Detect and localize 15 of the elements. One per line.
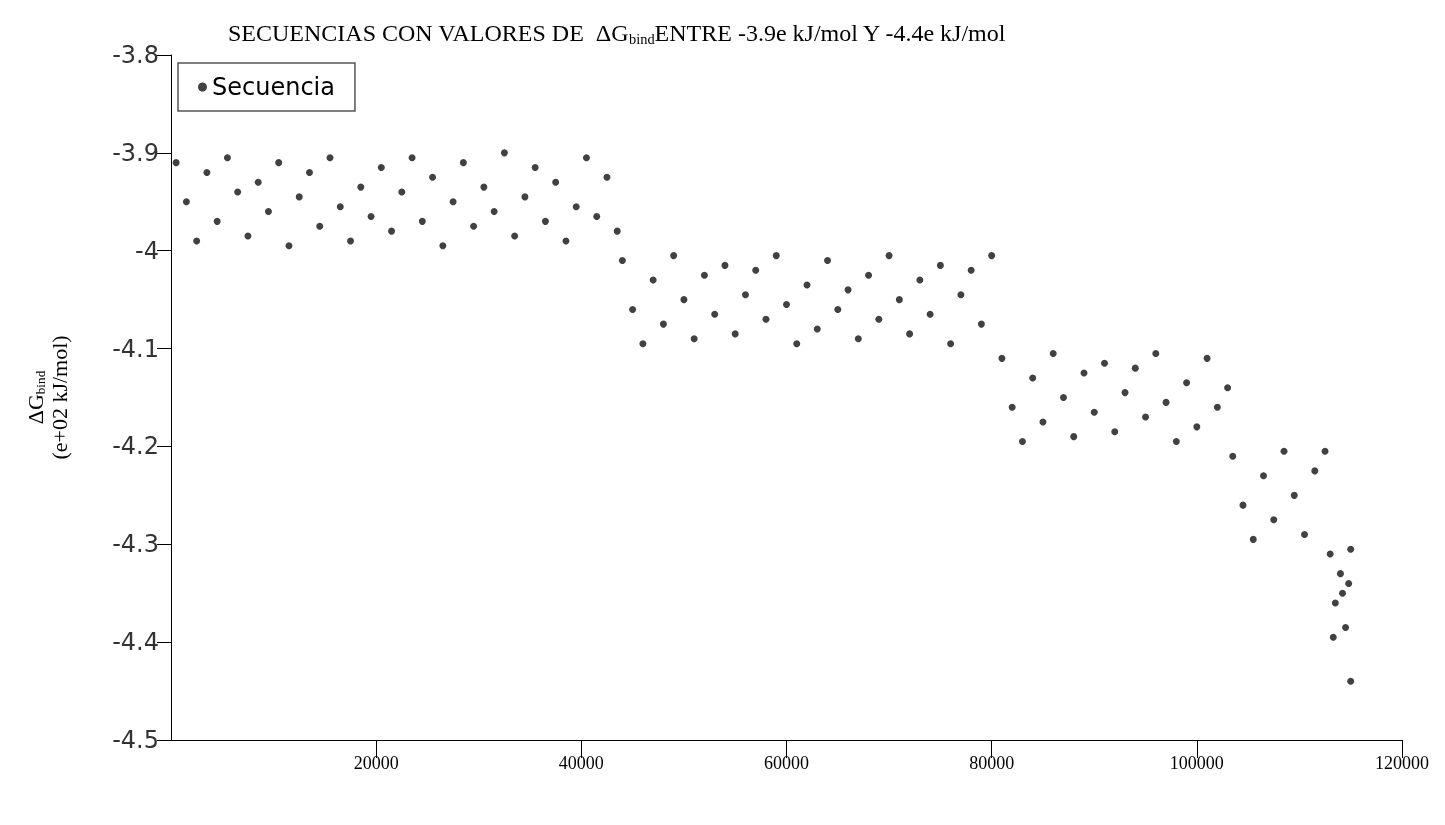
- y-tick-label: -4.1: [112, 334, 159, 363]
- y-tick-label: -3.9: [112, 138, 159, 167]
- x-tick-label: 120000: [1375, 753, 1429, 773]
- y-tick-label: -4.3: [112, 530, 159, 559]
- y-tick-label: -4.4: [112, 628, 159, 657]
- x-tick-label: 40000: [558, 753, 604, 773]
- x-tick-label: 100000: [1169, 753, 1224, 773]
- x-tick-label: 20000: [353, 753, 399, 773]
- y-tick-label: -4.2: [112, 432, 159, 461]
- y-tick-label: -4.5: [112, 726, 159, 754]
- x-tick-label: 60000: [764, 753, 809, 773]
- y-tick-label: -4: [135, 236, 159, 265]
- y-tick-label: -3.8: [112, 41, 159, 69]
- x-tick-label: 80000: [969, 753, 1015, 773]
- legend-label: Secuencia: [212, 73, 335, 101]
